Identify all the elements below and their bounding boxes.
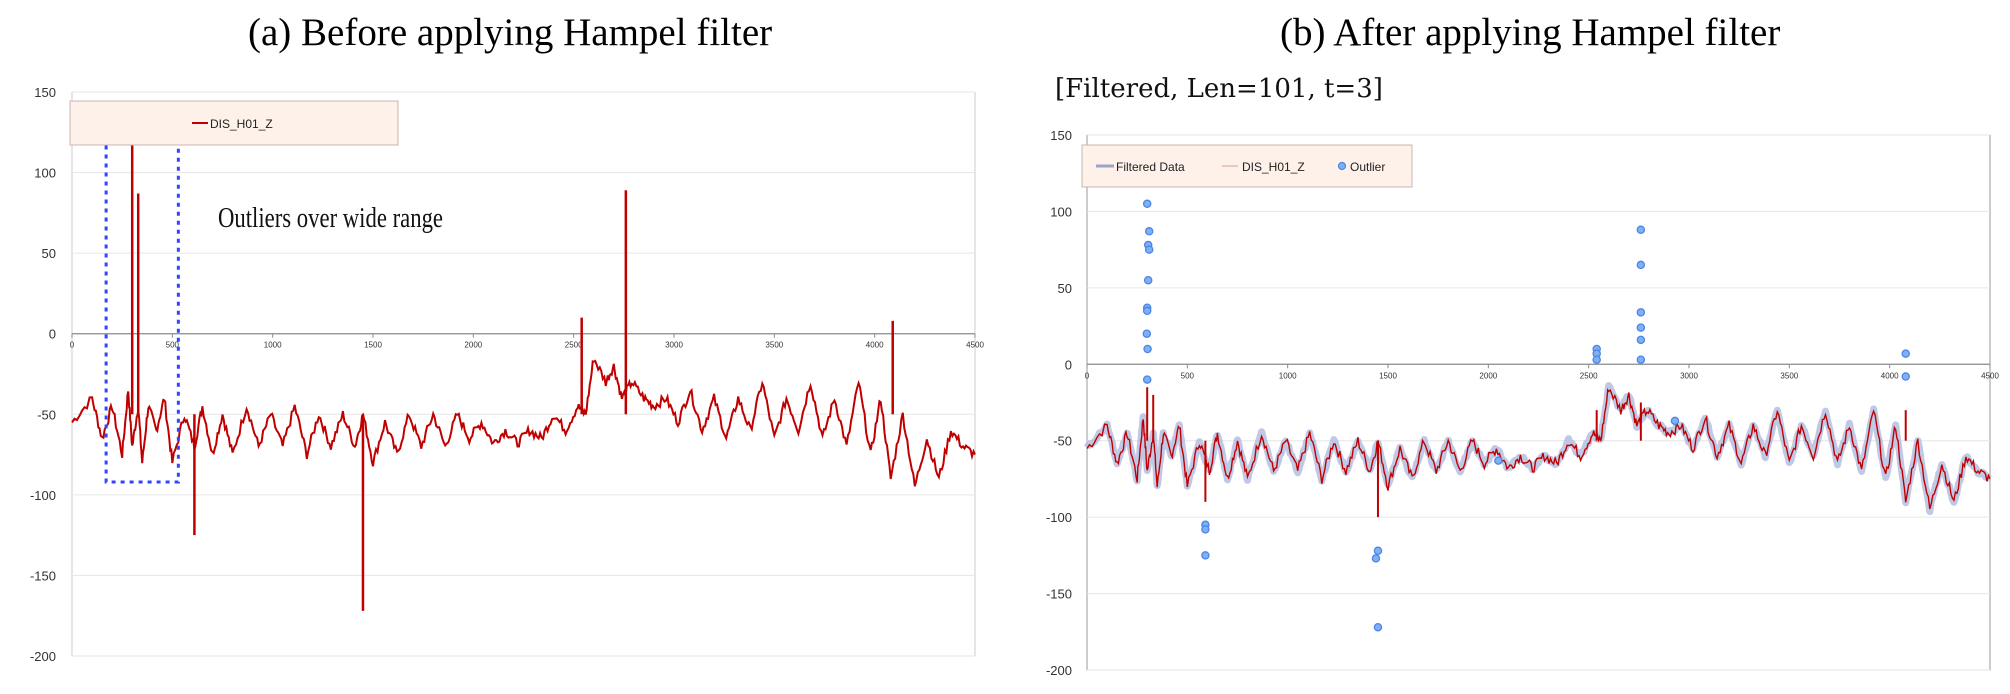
y-tick-label: -150 (30, 568, 56, 583)
outlier-point (1142, 375, 1152, 384)
y-tick-label: 0 (1065, 357, 1072, 372)
x-tick-label: 500 (1181, 371, 1195, 380)
outlier-point (1142, 199, 1152, 209)
y-tick-label: 50 (1058, 281, 1072, 296)
x-tick-label: 0 (1085, 371, 1090, 380)
outlier-point (1901, 372, 1910, 381)
legend-label: DIS_H01_Z (210, 117, 273, 131)
x-tick-label: 2000 (1479, 371, 1497, 380)
chart-b-title: (b) After applying Hampel filter (1280, 11, 1781, 54)
x-tick-label: 4000 (866, 341, 884, 350)
outlier-point (1636, 225, 1646, 235)
legend-swatch-outlier (1337, 161, 1347, 171)
outlier-point (1901, 349, 1910, 358)
annotation-text: Outliers over wide range (218, 203, 443, 234)
outlier-point (1494, 456, 1503, 465)
legend-label-outlier: Outlier (1350, 160, 1385, 174)
outlier-point (1636, 308, 1646, 317)
chart-a-title: (a) Before applying Hampel filter (248, 11, 773, 54)
y-tick-label: -100 (1046, 510, 1072, 525)
y-tick-label: 100 (34, 166, 56, 181)
x-tick-label: 4000 (1881, 371, 1899, 380)
outlier-point (1142, 329, 1152, 338)
y-tick-label: -200 (30, 649, 56, 664)
chart-b-subtitle: [Filtered, Len=101, t=3] (1055, 74, 1383, 104)
y-tick-label: -150 (1046, 587, 1072, 602)
x-tick-label: 3500 (1780, 371, 1798, 380)
outlier-point (1144, 245, 1154, 254)
outlier-point (1636, 355, 1646, 364)
filtered-data-line (1084, 382, 1992, 516)
outlier-point (1636, 335, 1646, 345)
x-tick-label: 3000 (1680, 371, 1698, 380)
outlier-point (1373, 622, 1383, 632)
x-tick-label: 3500 (765, 341, 783, 350)
y-tick-label: 150 (34, 85, 56, 100)
outlier-point (1201, 551, 1210, 560)
outlier-point (1636, 260, 1646, 270)
x-tick-label: 500 (166, 341, 180, 350)
outlier-point (1143, 344, 1152, 354)
y-tick-label: -200 (1046, 663, 1072, 678)
outlier-point (1143, 275, 1153, 285)
x-tick-label: 2000 (464, 341, 482, 350)
outlier-point (1592, 355, 1601, 364)
x-tick-label: 2500 (1580, 371, 1598, 380)
y-tick-label: 100 (1050, 204, 1072, 219)
legend-box (1081, 144, 1413, 188)
series-line (71, 359, 976, 487)
x-tick-label: 1500 (1379, 371, 1397, 380)
y-tick-label: -100 (30, 488, 56, 503)
outlier-point (1201, 525, 1210, 534)
outlier-point (1142, 306, 1152, 316)
x-tick-label: 1500 (364, 341, 382, 350)
y-tick-label: -50 (37, 407, 56, 422)
y-tick-label: 50 (42, 246, 56, 261)
x-tick-label: 3000 (665, 341, 683, 350)
plot-frame (1086, 134, 1991, 671)
y-tick-label: 0 (49, 327, 56, 342)
outlier-point (1670, 416, 1680, 426)
x-tick-label: 0 (70, 341, 75, 350)
x-tick-label: 1000 (1279, 371, 1297, 380)
y-tick-label: -50 (1053, 434, 1072, 449)
outlier-point (1144, 227, 1154, 236)
x-tick-label: 4500 (966, 341, 984, 350)
outlier-point (1371, 554, 1381, 563)
x-tick-label: 2500 (565, 341, 583, 350)
legend-label-raw: DIS_H01_Z (1242, 160, 1305, 174)
x-tick-label: 4500 (1981, 371, 1999, 380)
y-tick-label: 150 (1050, 128, 1072, 143)
outlier-point (1373, 546, 1383, 556)
outlier-point (1636, 323, 1646, 332)
legend-label-filtered: Filtered Data (1116, 160, 1185, 174)
x-tick-label: 1000 (264, 341, 282, 350)
legend-box (69, 100, 399, 146)
